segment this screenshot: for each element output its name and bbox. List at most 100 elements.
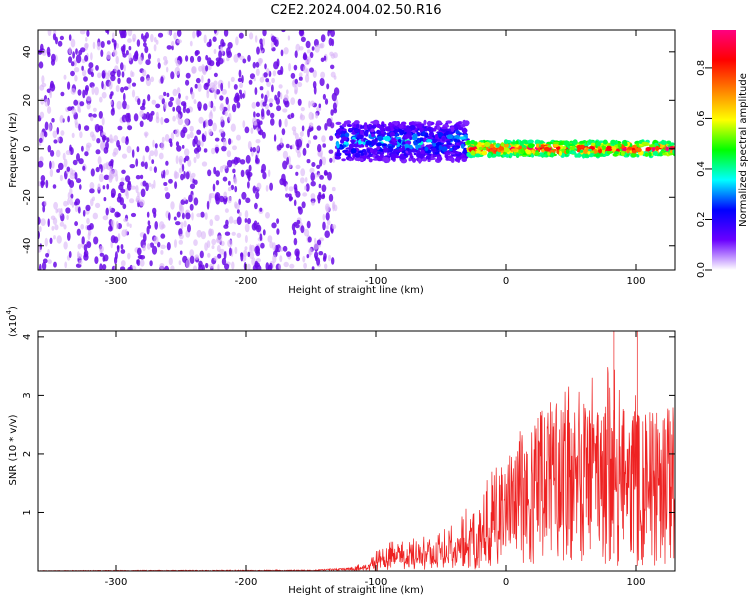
noise-cell bbox=[302, 255, 306, 263]
noise-cell bbox=[92, 41, 96, 50]
noise-cell bbox=[120, 177, 125, 182]
noise-cell bbox=[86, 30, 90, 37]
noise-cell bbox=[251, 257, 256, 266]
noise-cell bbox=[89, 131, 95, 138]
noise-cell bbox=[247, 173, 251, 182]
noise-cell bbox=[199, 250, 204, 259]
noise-cell bbox=[255, 61, 260, 68]
noise-cell bbox=[298, 76, 303, 81]
noise-cell bbox=[106, 40, 111, 45]
noise-cell bbox=[125, 175, 131, 183]
noise-cell bbox=[161, 136, 165, 143]
signal-cell bbox=[437, 132, 444, 138]
noise-cell bbox=[67, 115, 70, 123]
noise-cell bbox=[260, 42, 264, 51]
signal-cell bbox=[372, 120, 378, 124]
noise-cell bbox=[233, 84, 238, 90]
noise-cell bbox=[65, 150, 71, 156]
noise-cell bbox=[152, 139, 155, 148]
noise-cell bbox=[121, 71, 125, 78]
noise-cell bbox=[194, 50, 199, 57]
noise-cell bbox=[227, 80, 231, 89]
noise-cell bbox=[300, 107, 305, 112]
noise-cell bbox=[244, 218, 248, 223]
signal-cell bbox=[552, 148, 557, 152]
noise-cell bbox=[57, 40, 63, 47]
noise-cell bbox=[109, 165, 113, 174]
noise-cell bbox=[304, 60, 310, 66]
noise-cell bbox=[327, 30, 332, 33]
noise-cell bbox=[244, 126, 250, 134]
noise-cell bbox=[168, 212, 171, 221]
signal-cell bbox=[446, 142, 453, 146]
noise-cell bbox=[116, 43, 119, 49]
noise-cell bbox=[78, 158, 84, 165]
noise-cell bbox=[195, 152, 200, 159]
signal-cell bbox=[666, 140, 672, 145]
noise-cell bbox=[145, 59, 151, 66]
signal-cell bbox=[597, 145, 601, 150]
signal-cell bbox=[408, 157, 412, 162]
noise-cell bbox=[65, 207, 71, 214]
noise-cell bbox=[227, 187, 232, 192]
noise-cell bbox=[128, 46, 132, 51]
signal-cell bbox=[454, 157, 460, 162]
signal-cell bbox=[391, 142, 398, 146]
noise-cell bbox=[193, 179, 198, 185]
noise-cell bbox=[328, 193, 334, 202]
noise-cell bbox=[212, 36, 217, 42]
noise-cell bbox=[306, 254, 310, 259]
noise-cell bbox=[224, 263, 230, 270]
signal-cell bbox=[408, 121, 413, 126]
noise-cell bbox=[307, 236, 312, 243]
noise-cell bbox=[77, 206, 81, 214]
noise-cell bbox=[262, 30, 267, 37]
noise-cell bbox=[150, 76, 155, 83]
signal-cell bbox=[341, 158, 346, 162]
signal-cell bbox=[416, 137, 420, 144]
noise-cell bbox=[220, 38, 225, 48]
noise-cell bbox=[318, 183, 322, 189]
noise-cell bbox=[39, 111, 45, 119]
noise-cell bbox=[105, 141, 109, 150]
x-tick-label: 0 bbox=[503, 276, 509, 287]
signal-cell bbox=[363, 125, 368, 131]
noise-cell bbox=[90, 71, 94, 78]
signal-cell bbox=[358, 150, 364, 154]
noise-cell bbox=[206, 240, 211, 249]
noise-cell bbox=[49, 90, 52, 99]
noise-cell bbox=[216, 235, 223, 243]
noise-cell bbox=[182, 126, 188, 134]
noise-cell bbox=[81, 145, 84, 152]
noise-cell bbox=[207, 57, 212, 66]
noise-cell bbox=[297, 81, 303, 88]
noise-cell bbox=[233, 178, 237, 183]
noise-cell bbox=[160, 244, 166, 249]
noise-cell bbox=[240, 169, 245, 178]
noise-cell bbox=[166, 45, 172, 50]
noise-cell bbox=[330, 64, 335, 70]
noise-cell bbox=[319, 77, 325, 87]
noise-cell bbox=[276, 218, 280, 224]
signal-cell bbox=[355, 120, 360, 125]
noise-cell bbox=[228, 138, 232, 145]
noise-cell bbox=[84, 251, 87, 258]
noise-cell bbox=[146, 211, 150, 218]
signal-cell bbox=[455, 151, 460, 154]
noise-cell bbox=[134, 51, 139, 60]
noise-cell bbox=[68, 251, 72, 258]
signal-cell bbox=[583, 149, 589, 155]
signal-cell bbox=[416, 123, 423, 129]
signal-cell bbox=[515, 152, 520, 158]
noise-cell bbox=[193, 239, 198, 247]
noise-cell bbox=[262, 38, 266, 46]
noise-cell bbox=[193, 147, 200, 154]
noise-cell bbox=[238, 211, 242, 217]
noise-cell bbox=[69, 187, 73, 195]
noise-cell bbox=[135, 158, 139, 167]
snr-series-line bbox=[38, 331, 675, 571]
noise-cell bbox=[135, 175, 141, 180]
noise-cell bbox=[72, 159, 78, 166]
noise-cell bbox=[101, 91, 107, 99]
noise-cell bbox=[301, 201, 306, 209]
